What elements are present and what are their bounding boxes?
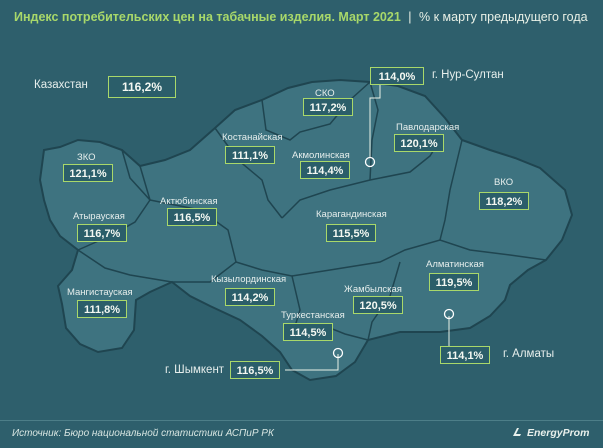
region-value-kostanay: 111,1% [225,146,275,164]
region-value-turkestan: 114,5% [283,323,333,341]
nur-sultan-marker [364,156,376,168]
city-value-shymkent: 116,5% [230,361,280,379]
city-value-almaty: 114,1% [440,346,490,364]
city-label-shymkent: г. Шымкент [165,364,225,376]
region-value-atyrau: 116,7% [77,224,127,242]
region-value-sko: 117,2% [303,98,353,116]
city-label-nur-sultan: г. Нур-Султан [432,69,504,81]
shymkent-marker [332,347,344,359]
region-label-vko: ВКО [494,177,514,188]
region-label-akmola: Акмолинская [292,150,350,161]
region-value-zko: 121,1% [63,164,113,182]
title-subtitle: % к марту предыдущего года [419,10,588,24]
region-label-mangystau: Мангистауская [67,287,133,298]
region-value-almaty-region: 119,5% [429,273,479,291]
region-label-atyrau: Атырауская [73,211,125,222]
region-value-vko: 118,2% [479,192,529,210]
country-outline [38,78,574,382]
region-label-almaty-region: Алматинская [426,259,484,270]
region-label-sko: СКО [315,88,335,99]
logo-mark-icon [513,428,521,436]
country-value: 116,2% [108,76,176,98]
title-main: Индекс потребительских цен на табачные и… [14,10,401,24]
chart-title: Индекс потребительских цен на табачные и… [14,10,588,24]
region-label-kyzylorda: Кызылординская [211,274,287,285]
energyprom-logo: EnergyProm [512,426,589,439]
region-label-pavlodar: Павлодарская [396,122,460,133]
city-value-nur-sultan: 114,0% [370,67,424,85]
region-label-turkestan: Туркестанская [281,310,345,321]
source-note: Источник: Бюро национальной статистики А… [12,428,274,439]
region-value-akmola: 114,4% [300,161,350,179]
region-label-zko: ЗКО [77,152,96,163]
title-separator: | [408,10,412,24]
region-value-kyzylorda: 114,2% [225,288,275,306]
footer-divider [0,420,603,421]
region-value-mangystau: 111,8% [77,300,127,318]
region-label-karaganda: Карагандинская [316,209,387,220]
almaty-marker [443,308,455,320]
region-value-pavlodar: 120,1% [394,134,444,152]
city-label-almaty: г. Алматы [503,348,555,360]
region-value-aktobe: 116,5% [167,208,217,226]
country-label: Казахстан [34,79,88,91]
region-label-aktobe: Актюбинская [160,196,218,207]
region-value-zhambyl: 120,5% [353,296,403,314]
region-label-zhambyl: Жамбылская [344,284,402,295]
region-value-karaganda: 115,5% [326,224,376,242]
region-label-kostanay: Костанайская [222,132,283,143]
logo-text: EnergyProm [527,427,590,439]
